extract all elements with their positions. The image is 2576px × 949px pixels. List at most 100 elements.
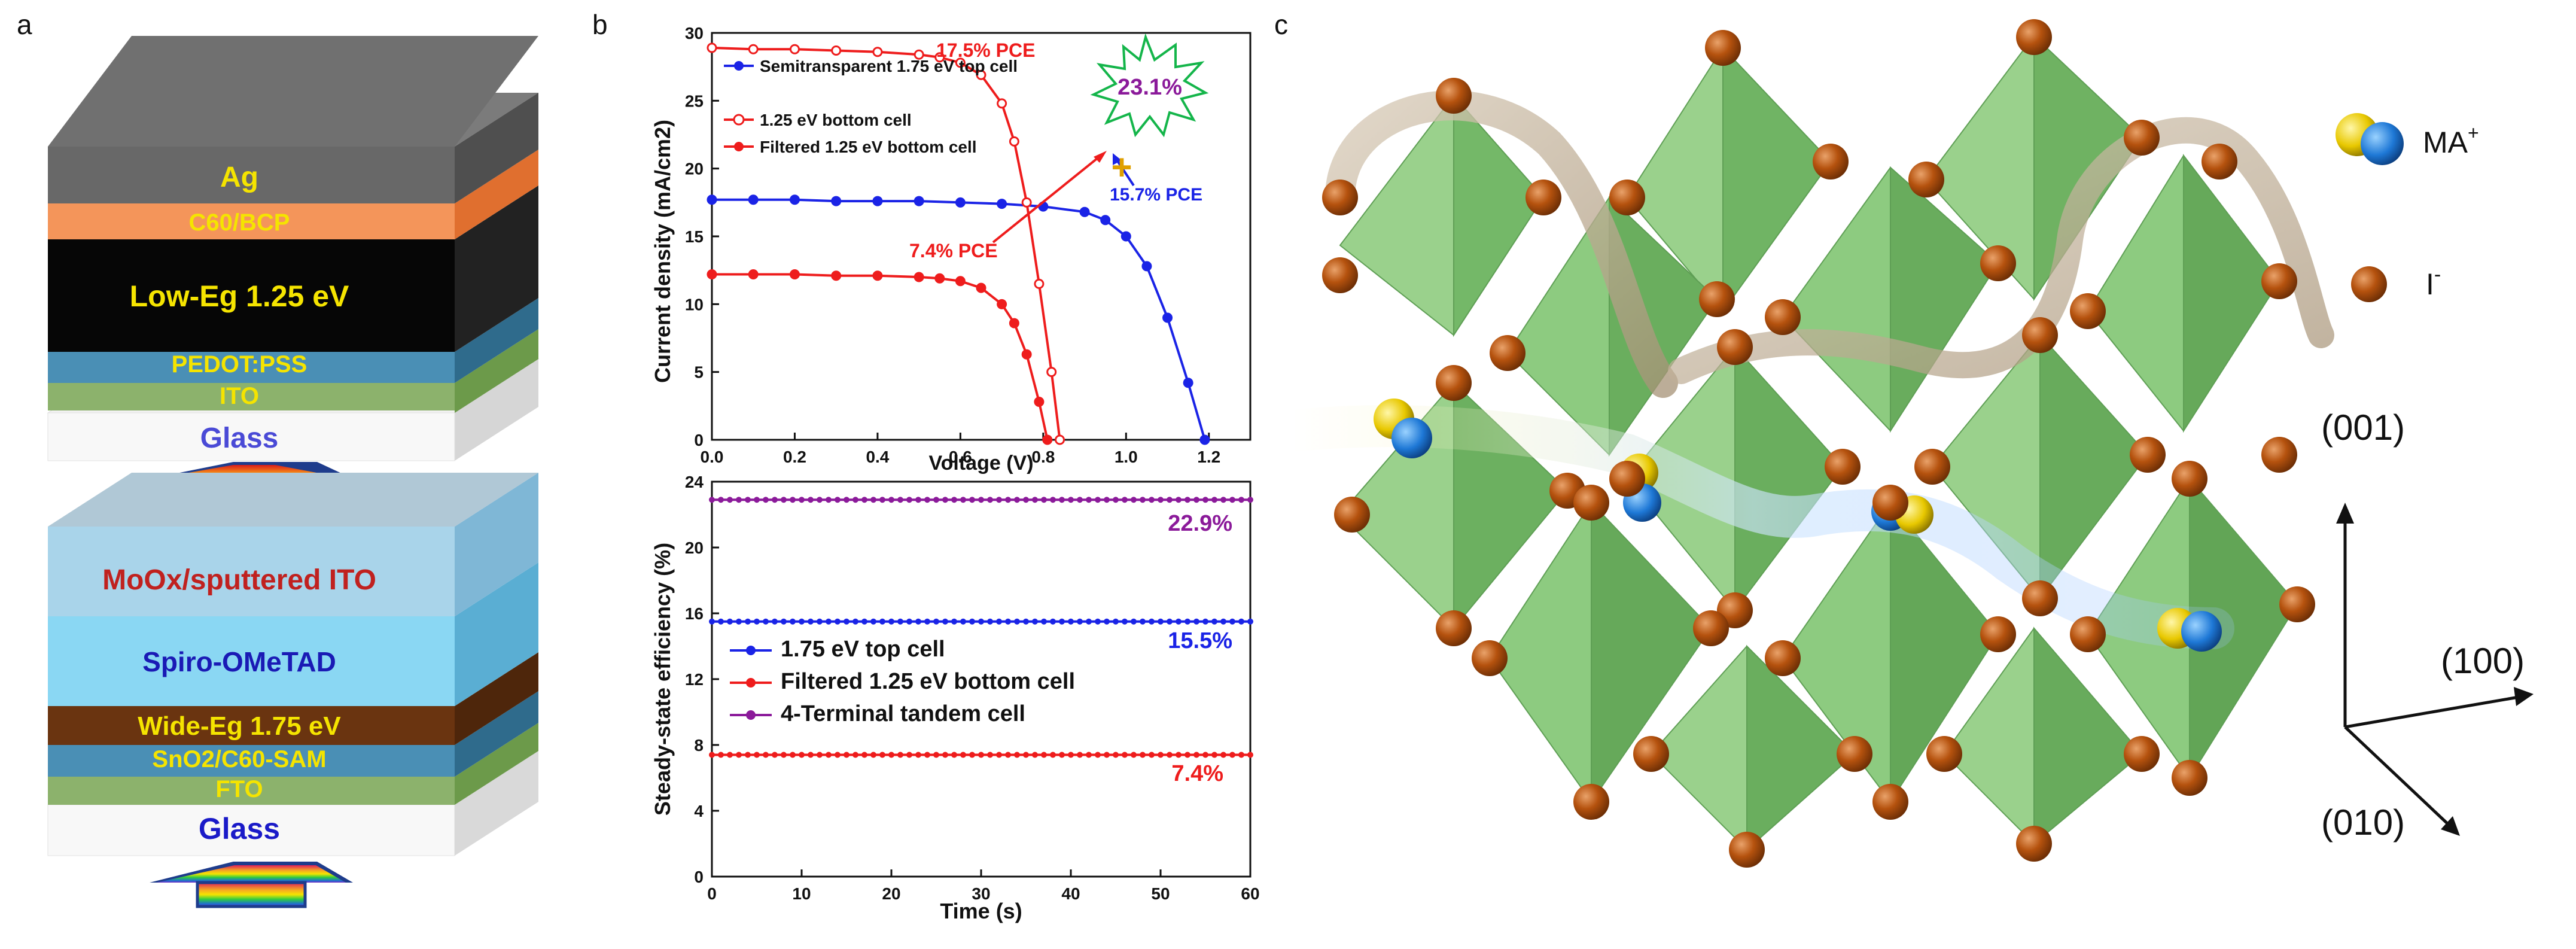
se-data-point <box>888 497 894 503</box>
se-data-point <box>897 618 903 625</box>
se-data-point <box>1140 752 1146 758</box>
jv-data-point <box>789 194 800 205</box>
se-data-point <box>996 618 1002 625</box>
se-data-point <box>1113 752 1119 758</box>
jv-data-point <box>1021 197 1032 208</box>
layer-glass-top: Glass <box>200 422 279 454</box>
se-data-point <box>1041 497 1047 503</box>
axis-label-100: (100) <box>2441 641 2525 681</box>
se-xtick-label: 20 <box>882 884 900 903</box>
se-data-point <box>915 618 921 625</box>
se-data-point <box>1014 497 1020 503</box>
se-data-point <box>1158 497 1164 503</box>
layer-sno2: SnO2/C60-SAM <box>152 746 326 772</box>
se-data-point <box>808 618 814 625</box>
se-data-point <box>924 752 930 758</box>
jv-ytick-label: 10 <box>685 295 704 314</box>
se-data-point <box>1095 752 1101 758</box>
se-data-point <box>763 497 769 503</box>
jv-ytick-label: 25 <box>685 92 704 110</box>
se-data-point <box>763 618 769 625</box>
se-data-point <box>1023 752 1029 758</box>
legend-ma: MA+ <box>2423 122 2479 159</box>
se-data-point <box>879 497 885 503</box>
jv-data-point <box>914 49 924 60</box>
jv-ytick-label: 5 <box>694 363 704 382</box>
jv-data-point <box>1046 367 1057 378</box>
jv-data-point <box>789 269 800 279</box>
jv-xtick-label: 0.8 <box>1031 448 1055 466</box>
se-label-filtered: 7.4% <box>1171 761 1223 786</box>
se-data-point <box>987 497 993 503</box>
se-data-point <box>1140 618 1146 625</box>
jv-data-point <box>1141 261 1152 272</box>
layer-fto: FTO <box>215 776 263 802</box>
se-data-point <box>1247 618 1253 625</box>
se-data-point <box>826 497 832 503</box>
se-data-point <box>799 497 805 503</box>
jv-xtick-label: 0.6 <box>949 448 972 466</box>
se-data-point <box>1193 752 1199 758</box>
se-data-point <box>951 752 957 758</box>
se-data-point <box>1032 752 1038 758</box>
jv-data-point <box>997 98 1007 109</box>
se-data-point <box>951 618 957 625</box>
se-data-point <box>808 752 814 758</box>
se-data-point <box>772 618 778 625</box>
se-data-point <box>1167 618 1173 625</box>
se-data-point <box>915 497 921 503</box>
se-data-point <box>1041 752 1047 758</box>
se-data-point <box>1158 752 1164 758</box>
se-data-point <box>960 497 966 503</box>
se-data-point <box>933 618 939 625</box>
jv-data-point <box>1021 349 1032 360</box>
se-data-point <box>1005 497 1011 503</box>
se-data-point <box>870 497 876 503</box>
se-legend-tandem: 4-Terminal tandem cell <box>781 701 1025 726</box>
se-data-point <box>799 752 805 758</box>
se-data-point <box>906 752 912 758</box>
se-data-point <box>1220 497 1226 503</box>
se-data-point <box>817 497 823 503</box>
jv-data-point <box>1079 206 1090 217</box>
panel-label-a: a <box>17 9 32 40</box>
se-data-point <box>808 497 814 503</box>
se-xtick-label: 40 <box>1061 884 1080 903</box>
se-data-point <box>1059 618 1065 625</box>
se-data-point <box>1104 618 1110 625</box>
jv-series-line <box>712 273 1049 440</box>
se-xtick-label: 10 <box>792 884 811 903</box>
se-data-point <box>861 618 867 625</box>
se-data-point <box>817 752 823 758</box>
jv-data-point <box>914 196 924 206</box>
jv-data-point <box>955 197 966 208</box>
se-data-point <box>1176 618 1182 625</box>
jv-data-point <box>872 196 883 206</box>
se-data-point <box>754 497 760 503</box>
se-data-point <box>1185 497 1190 503</box>
se-data-point <box>969 497 975 503</box>
jv-xtick-label: 1.2 <box>1197 448 1220 466</box>
se-data-point <box>1032 497 1038 503</box>
se-data-point <box>978 497 984 503</box>
se-data-point <box>987 618 993 625</box>
jv-data-point <box>1162 312 1173 323</box>
se-data-point <box>1068 752 1074 758</box>
se-data-point <box>1176 497 1182 503</box>
se-data-point <box>1211 618 1217 625</box>
jv-data-point <box>914 272 924 282</box>
se-ytick-label: 8 <box>694 736 704 755</box>
jv-data-point <box>1042 434 1053 445</box>
jv-annot-bottom-pce: 17.5% PCE <box>936 39 1035 61</box>
iodide-ions <box>1322 19 2315 868</box>
panel-label-b: b <box>592 9 608 40</box>
jv-data-point <box>831 45 842 56</box>
panel-label-c: c <box>1274 9 1288 40</box>
se-data-point <box>781 497 787 503</box>
se-data-point <box>942 618 948 625</box>
se-data-point <box>1220 618 1226 625</box>
se-data-point <box>1113 618 1119 625</box>
se-data-point <box>709 497 715 503</box>
se-ytick-label: 16 <box>685 604 704 623</box>
se-data-point <box>987 752 993 758</box>
